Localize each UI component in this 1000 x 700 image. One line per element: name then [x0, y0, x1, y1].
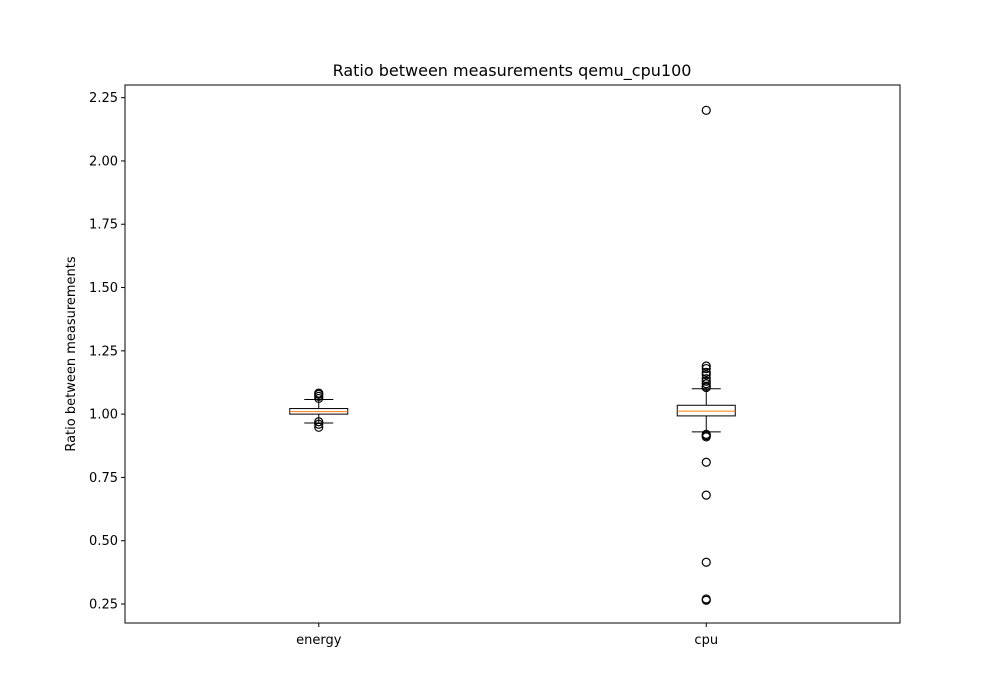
y-tick-label: 0.25: [89, 598, 118, 613]
outlier-point: [314, 422, 324, 432]
box-group-cpu: [676, 105, 736, 605]
plot-area: [289, 105, 736, 605]
outlier-point: [701, 367, 711, 377]
x-axis: energy cpu: [296, 623, 718, 648]
outlier-point: [701, 432, 711, 442]
outlier-point: [701, 457, 711, 467]
y-tick-label: 2.25: [89, 91, 118, 106]
outlier-point: [701, 361, 711, 371]
y-axis: 0.25 0.50 0.75 1.00 1.25 1.50 1.75 2.00 2.25: [89, 91, 125, 613]
y-tick-label: 1.50: [89, 281, 118, 296]
box: [676, 404, 736, 417]
y-axis-label: Ratio between measurements: [64, 256, 79, 452]
box-group-energy: [289, 388, 349, 432]
outlier-point: [314, 388, 324, 398]
outlier-point: [701, 363, 711, 374]
outlier-point: [701, 595, 711, 605]
y-tick-label: 0.75: [89, 471, 118, 486]
y-tick-label: 0.50: [89, 534, 118, 549]
y-tick-label: 1.75: [89, 218, 118, 233]
chart-title: Ratio between measurements qemu_cpu100: [333, 61, 692, 81]
outlier-point: [701, 557, 711, 567]
outlier-point: [701, 370, 711, 380]
y-tick-label: 1.00: [89, 408, 118, 423]
plot-frame: [124, 84, 901, 624]
outlier-point: [701, 379, 711, 389]
y-tick-label: 1.25: [89, 344, 118, 359]
outlier-point: [701, 105, 711, 115]
x-tick-label: cpu: [694, 633, 718, 648]
outlier-point: [701, 376, 711, 386]
outlier-point: [314, 419, 324, 429]
outlier-point: [314, 417, 324, 427]
outlier-point: [701, 490, 711, 500]
y-tick-label: 2.00: [89, 154, 118, 169]
outlier-point: [701, 382, 711, 393]
x-tick-label: energy: [296, 633, 342, 648]
